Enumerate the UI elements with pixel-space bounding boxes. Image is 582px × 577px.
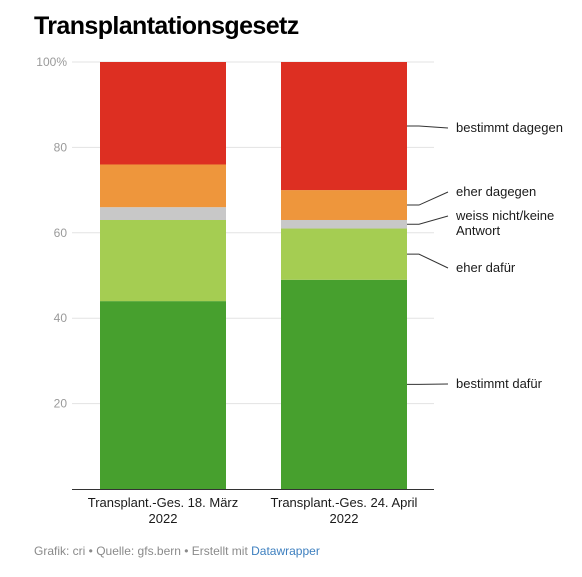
- y-tick-label: 80: [54, 140, 68, 154]
- series-labels: bestimmt dafür eher dafür weiss nicht/kein…: [407, 120, 563, 391]
- y-tick-label: 100%: [36, 55, 67, 69]
- series-label: eher dagegen: [456, 184, 536, 199]
- label-leader-line: [407, 215, 449, 225]
- x-axis-labels: Transplant.-Ges. 18. März 2022 Transplant.…: [88, 495, 418, 526]
- y-axis-ticks: 20 40 60 80 100%: [36, 55, 67, 411]
- bar-segment: [281, 228, 407, 280]
- label-leader-line: [407, 191, 449, 206]
- bar-segment: [100, 207, 226, 220]
- footer-credit: Grafik: cri • Quelle: gfs.bern • Erstell…: [34, 544, 252, 558]
- y-tick-label: 40: [54, 311, 68, 325]
- bar-segment: [100, 164, 226, 208]
- stacked-bar-chart: 20 40 60 80 100% Transplant.-Ges. 18. März 20…: [36, 55, 563, 526]
- series-label: bestimmt dagegen: [456, 120, 563, 135]
- bar-segment: [281, 219, 407, 229]
- bar-segment: [281, 62, 407, 191]
- chart-title: Transplantationsgesetz: [34, 12, 299, 40]
- series-label: bestimmt dafür: [456, 376, 543, 391]
- datawrapper-link[interactable]: Datawrapper: [251, 544, 320, 558]
- bar-segment: [281, 279, 407, 489]
- bar-segment: [281, 190, 407, 220]
- label-leader-line: [407, 253, 449, 269]
- series-label: eher dafür: [456, 260, 516, 275]
- bars: [100, 62, 407, 489]
- chart-footer: Grafik: cri • Quelle: gfs.bern • Erstell…: [34, 544, 320, 558]
- bar-segment: [100, 301, 226, 489]
- y-tick-label: 20: [54, 397, 68, 411]
- bar-segment: [100, 62, 226, 165]
- y-tick-label: 60: [54, 226, 68, 240]
- bar-segment: [100, 219, 226, 302]
- x-tick-label: Transplant.-Ges. 18. März 2022: [88, 495, 239, 526]
- label-leader-line: [407, 125, 449, 129]
- x-tick-label: Transplant.-Ges. 24. April 2022: [271, 495, 418, 526]
- series-label: weiss nicht/keine Antwort: [455, 208, 554, 238]
